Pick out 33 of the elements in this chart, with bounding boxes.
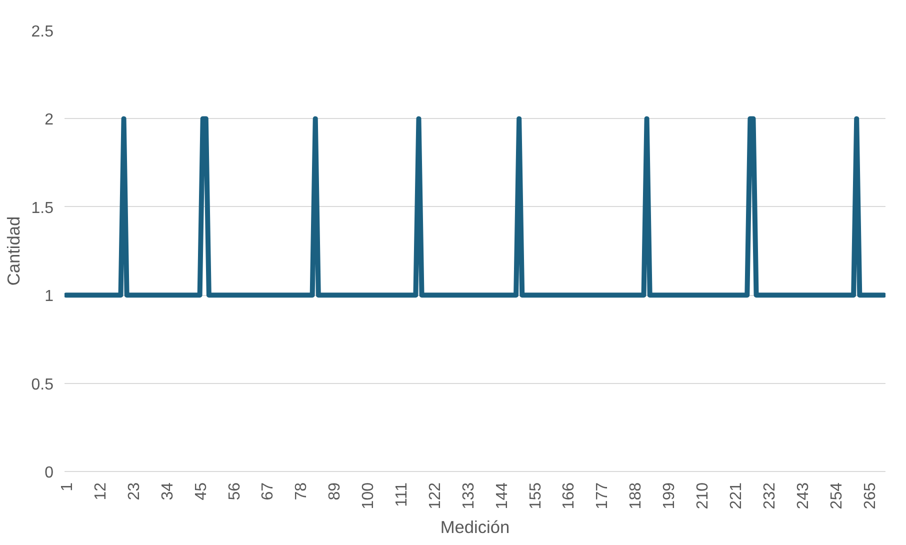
x-tick-label: 188 xyxy=(628,482,645,510)
y-tick-label: 2.5 xyxy=(31,24,54,40)
x-tick-label: 23 xyxy=(126,482,143,500)
x-tick-label: 34 xyxy=(159,482,176,500)
x-tick-label: 232 xyxy=(761,482,778,510)
x-tick-label: 111 xyxy=(394,482,410,507)
y-tick-label: 0 xyxy=(44,464,54,482)
x-tick-label: 144 xyxy=(494,482,511,510)
x-tick-label: 45 xyxy=(192,482,210,500)
y-tick-label: 1 xyxy=(44,288,54,306)
y-axis-title: Cantidad xyxy=(3,216,24,286)
x-tick-label: 67 xyxy=(260,482,277,500)
x-tick-label: 1 xyxy=(59,482,76,492)
x-tick-label: 166 xyxy=(560,482,578,510)
x-tick-label: 210 xyxy=(694,482,712,510)
x-tick-label: 254 xyxy=(828,482,846,510)
x-tick-label: 122 xyxy=(426,482,444,510)
x-tick-label: 56 xyxy=(226,482,244,500)
y-tick-label: 1.5 xyxy=(31,200,54,217)
y-tick-label: 2 xyxy=(44,112,54,129)
x-tick-label: 89 xyxy=(326,482,344,500)
x-tick-label: 265 xyxy=(862,482,879,510)
y-tick-label: 0.5 xyxy=(31,376,54,394)
x-tick-label: 199 xyxy=(661,482,678,510)
x-tick-label: 243 xyxy=(794,482,812,510)
x-tick-label: 177 xyxy=(594,482,612,510)
x-tick-label: 12 xyxy=(92,482,110,500)
x-tick-label: 78 xyxy=(293,482,310,500)
x-tick-label: 155 xyxy=(527,482,544,510)
x-tick-label: 100 xyxy=(360,482,378,510)
x-tick-label: 221 xyxy=(728,482,745,510)
x-tick-label: 133 xyxy=(460,482,478,510)
x-axis-title: Medición xyxy=(440,517,510,538)
